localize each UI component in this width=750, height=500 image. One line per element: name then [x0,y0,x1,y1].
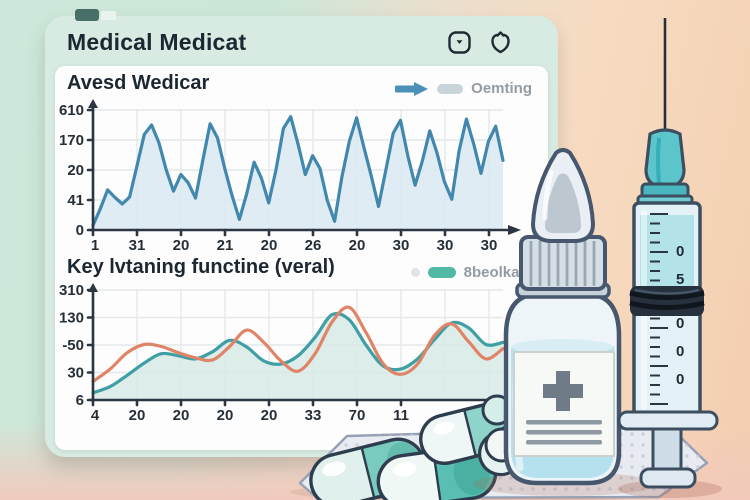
needle-hub [644,128,686,190]
chart2-legend: 8beolkaic [410,264,532,281]
series-area-0 [93,116,503,230]
app-title: Medical Medicat [67,29,247,55]
y-tick-label: 130 [59,310,84,327]
chart1-legend-label: Oemting [471,80,532,97]
y-tick-label: 20 [67,162,84,179]
x-tick-label: 20 [129,407,146,424]
x-tick-label: 20 [173,237,190,254]
y-tick-label: 610 [59,102,84,119]
x-tick-label: 20 [261,407,278,424]
syringe-scale-number: 0 [676,371,684,388]
x-tick-label: 33 [305,407,322,424]
syringe-shadow [618,480,722,498]
syringe-scale-number: 0 [676,343,684,360]
card-tab-light [101,11,116,20]
syringe-scale-number: 5 [676,271,684,288]
chart2-title: Key lvtaning functine (veral) [67,256,335,278]
trend-arrow-icon [395,81,429,96]
syringe-scale: 0 5 0 0 0 [650,213,684,405]
x-tick-label: 30 [481,237,498,254]
barrel-flange [617,410,719,431]
x-tick-label: 26 [305,237,322,254]
x-tick-label: 31 [129,237,146,254]
x-tick-label: 11 [393,407,409,424]
x-tick-label: 1 [91,237,99,254]
dashboard-card: Medical Medicat Avesd Wedicar [45,9,558,457]
x-tick-label: 4 [91,407,100,424]
x-tick-label: 70 [349,407,366,424]
y-tick-label: 30 [67,365,84,382]
series-line-0 [91,115,505,227]
chart-avesd-wedicar: 610 170 20 41 01 31 20 21 20 26 20 30 30 30 [59,99,521,254]
legend-pill-gray [437,83,464,94]
chart1-legend: Oemting [395,80,532,97]
x-axis-arrow [508,225,521,235]
chart-key-lvtaning: 310 130 -50 30 64 20 20 20 20 33 70 11 [59,282,513,424]
y-tick-label: -50 [62,337,84,354]
legend-pill-teal [427,267,456,278]
widget-dropdown-icon[interactable] [446,29,473,56]
shield-refresh-icon[interactable] [487,29,514,56]
chart1-title: Avesd Wedicar [67,72,210,94]
x-tick-label: 20 [261,237,278,254]
y-axis-arrow [88,99,98,108]
card-tab-dark [75,9,99,21]
hub-collar [640,182,690,200]
x-tick-label: 30 [437,237,454,254]
charts-panel: Avesd Wedicar Oemting 610 170 20 41 0 1 31 20 21… [55,66,548,450]
plunger-shaft [651,426,683,474]
series-line-0 [91,311,505,395]
y-tick-label: 0 [76,222,84,239]
legend-dot-icon [410,268,420,277]
x-tick-label: 20 [349,237,366,254]
x-tick-label: 21 [217,237,234,254]
y-tick-label: 41 [67,192,84,209]
syringe: 0 5 0 0 0 [617,18,722,498]
x-tick-label: 20 [173,407,190,424]
y-tick-label: 170 [59,132,84,149]
card-header: Medical Medicat [45,16,558,56]
y-tick-label: 310 [59,282,84,299]
series-line-1 [91,305,505,384]
x-tick-label: 20 [217,407,234,424]
chart2-legend-label: 8beolkaic [463,264,532,281]
tray-shadow [290,482,670,500]
plunger-base [639,467,697,489]
syringe-barrel [632,201,702,417]
bottle-shadow [473,472,657,496]
syringe-scale-number: 0 [676,315,684,332]
plunger-seal [629,286,705,316]
y-tick-label: 6 [76,392,84,409]
x-tick-label: 30 [393,237,410,254]
syringe-scale-number: 0 [676,243,684,260]
